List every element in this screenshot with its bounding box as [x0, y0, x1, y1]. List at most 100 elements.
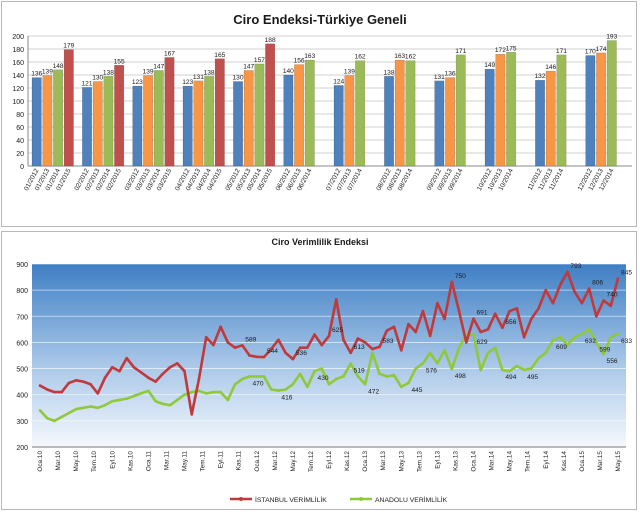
bar: [193, 80, 204, 167]
data-point: [269, 388, 273, 391]
bar: [243, 70, 254, 167]
x-tick-label: Kas.11: [236, 451, 243, 471]
x-tick-label: Oca.11: [145, 451, 152, 472]
data-point: [306, 385, 309, 389]
data-label: 556: [607, 358, 618, 365]
data-label: 633: [621, 338, 632, 345]
bar-value-label: 149: [484, 62, 495, 69]
data-point: [515, 307, 519, 310]
y-tick-label: 140: [12, 73, 24, 80]
data-point: [457, 346, 461, 349]
data-point: [320, 367, 324, 370]
data-point: [291, 382, 295, 386]
data-label: 632: [585, 338, 596, 345]
bar: [63, 49, 74, 167]
data-label: 472: [368, 388, 379, 395]
x-tick-label: Eyl.10: [109, 451, 116, 469]
bar-value-label: 188: [265, 37, 276, 44]
bar: [535, 79, 545, 167]
bar: [265, 43, 276, 167]
data-point: [378, 372, 381, 376]
bar-value-label: 131: [193, 74, 204, 81]
ciro-endeksi-panel: Ciro Endeksi-Türkiye Geneli 0 20 40 60 80 100…: [1, 1, 637, 227]
legend-marker: [359, 497, 363, 501]
data-point: [269, 347, 273, 351]
data-point: [371, 351, 374, 355]
data-label: 589: [245, 336, 256, 343]
bar-value-label: 157: [254, 57, 265, 64]
legend: İSTANBUL VERİMLİLİK ANADOLU VERİMLİLİK: [230, 495, 448, 504]
bar-value-label: 179: [63, 43, 74, 50]
x-tick-label: Kas.10: [127, 451, 134, 471]
data-point: [168, 365, 172, 369]
data-point: [544, 288, 548, 292]
data-point: [363, 341, 367, 344]
y-tick-label: 300: [16, 419, 28, 426]
data-point: [175, 398, 179, 402]
data-point: [38, 409, 42, 412]
bar-value-label: 138: [384, 69, 395, 76]
y-tick-label: 500: [16, 367, 28, 374]
data-point: [204, 392, 208, 395]
data-point: [118, 398, 121, 402]
x-tick-label: May.12: [290, 451, 297, 472]
x-tick-label: May.10: [73, 451, 80, 472]
data-point: [226, 398, 230, 402]
bar: [344, 75, 355, 167]
bar-value-label: 136: [31, 71, 42, 78]
data-point: [103, 403, 107, 407]
data-point: [96, 392, 100, 395]
data-point: [443, 348, 446, 352]
y-tick-label: 80: [16, 112, 24, 119]
data-point: [139, 371, 143, 374]
bar: [31, 77, 42, 167]
y-tick-label: 40: [16, 138, 24, 145]
bar-value-label: 171: [455, 48, 466, 55]
data-point: [602, 299, 605, 302]
data-point: [450, 367, 454, 371]
data-point: [428, 334, 432, 338]
bar-value-label: 146: [545, 64, 556, 71]
data-point: [537, 356, 540, 360]
bar-value-label: 124: [333, 78, 344, 85]
bar-value-label: 172: [495, 47, 506, 54]
data-point: [414, 330, 418, 334]
data-label: 609: [556, 344, 567, 351]
data-point: [522, 368, 526, 372]
data-label: 576: [426, 367, 437, 374]
data-label: 740: [607, 292, 618, 299]
data-point: [566, 270, 569, 274]
data-point: [161, 402, 165, 406]
x-tick-label: Mar.12: [272, 451, 279, 471]
data-point: [96, 406, 100, 410]
x-tick-label: Oca.12: [254, 451, 261, 472]
data-point: [385, 375, 389, 378]
data-point: [190, 413, 194, 416]
data-point: [161, 372, 165, 376]
data-point: [313, 333, 316, 336]
data-point: [147, 389, 150, 393]
data-point: [616, 277, 620, 280]
y-tick-label: 600: [16, 340, 28, 347]
data-point: [226, 341, 230, 344]
y-tick-label: 200: [16, 445, 28, 452]
data-point: [349, 351, 352, 355]
bar-value-label: 138: [204, 69, 215, 76]
bar: [182, 85, 193, 167]
data-point: [493, 312, 497, 315]
data-point: [89, 405, 92, 408]
data-point: [45, 416, 49, 420]
bar: [204, 76, 215, 167]
data-point: [255, 355, 259, 359]
data-point: [457, 309, 461, 313]
data-point: [551, 301, 555, 305]
y-tick-label: 700: [16, 314, 28, 321]
bar: [495, 53, 506, 167]
data-point: [356, 375, 360, 378]
data-point: [602, 352, 605, 356]
bar-value-label: 148: [53, 63, 64, 70]
data-label: 625: [332, 327, 343, 334]
x-tick-label: Mar.13: [380, 451, 387, 471]
x-tick-label: Kas.14: [561, 451, 568, 471]
data-point: [219, 325, 222, 329]
